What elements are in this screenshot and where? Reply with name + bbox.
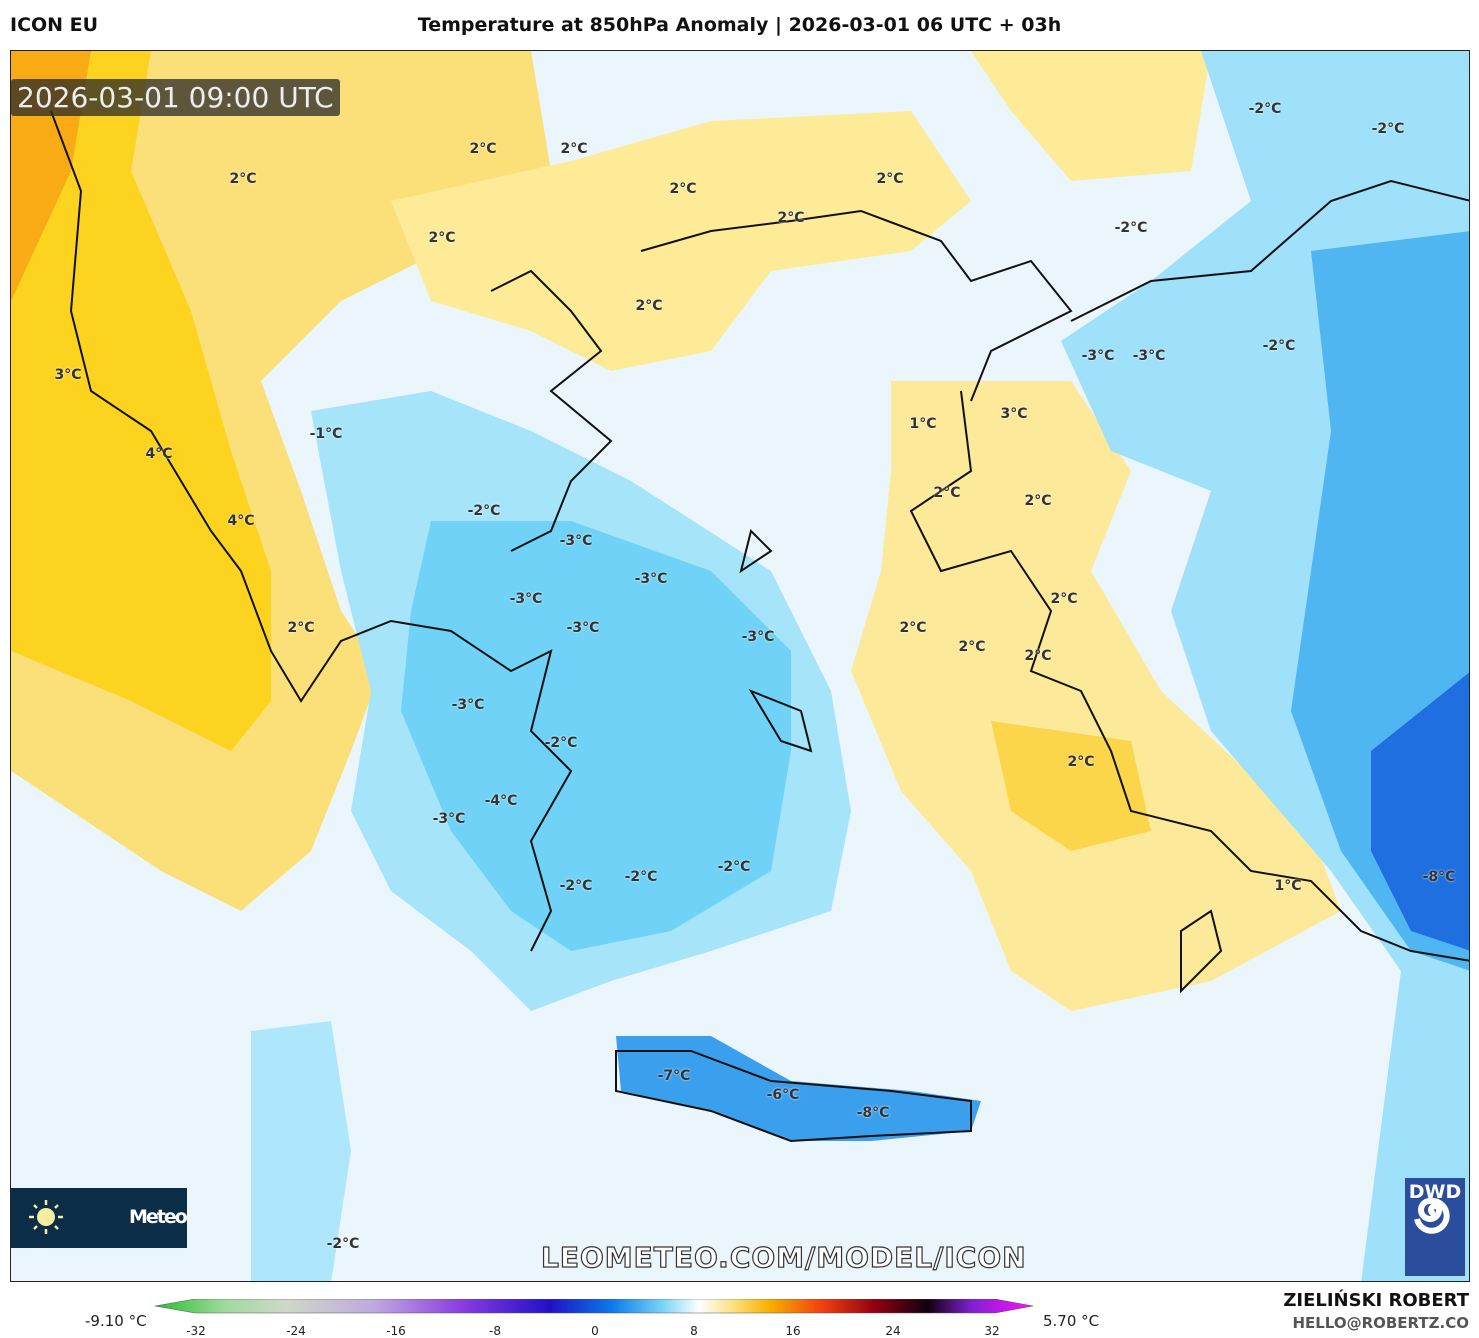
- coastlines: [50, 110, 1469, 1143]
- contour-label: 2°C: [1067, 754, 1095, 770]
- contour-label: 2°C: [287, 620, 315, 636]
- dwd-logo: DWD: [1405, 1178, 1465, 1276]
- contour-label: 2°C: [777, 210, 805, 226]
- contour-label: 2°C: [229, 171, 257, 187]
- contour-label: -2°C: [1262, 338, 1296, 354]
- contour-label: 2°C: [560, 141, 588, 157]
- dwd-logo-text: DWD: [1408, 1181, 1462, 1203]
- warm-region-anatolia: [851, 381, 1341, 1011]
- contour-label: -7°C: [657, 1068, 691, 1084]
- contour-label: -2°C: [326, 1236, 360, 1252]
- contour-label: -8°C: [856, 1105, 890, 1121]
- contour-label: 2°C: [669, 181, 697, 197]
- contour-label: -3°C: [1132, 348, 1166, 364]
- weather-map: 2026-03-01 09:00 UTC 2°C 2°C 2°C 2°C 2°C…: [10, 50, 1470, 1282]
- colorbar-tick: 32: [984, 1324, 1000, 1338]
- contour-label: 2°C: [428, 230, 456, 246]
- contour-label: -3°C: [634, 571, 668, 587]
- contour-label: -2°C: [1114, 220, 1148, 236]
- cool-region-south: [251, 1021, 351, 1281]
- contour-label: -1°C: [309, 426, 343, 442]
- contour-label: -3°C: [451, 697, 485, 713]
- contour-label: 2°C: [876, 171, 904, 187]
- colorbar-tick: 0: [591, 1324, 599, 1338]
- warm-region-north-east: [971, 51, 1211, 181]
- colorbar-min-label: -9.10 °C: [85, 1312, 147, 1330]
- contour-label: -2°C: [1371, 121, 1405, 137]
- contour-label: 1°C: [1274, 878, 1302, 894]
- contour-label: 2°C: [1024, 493, 1052, 509]
- contour-label: -8°C: [1422, 869, 1456, 885]
- contour-label: -2°C: [559, 878, 593, 894]
- colorbar: [155, 1299, 1034, 1314]
- contour-label: -2°C: [624, 869, 658, 885]
- warm-core-west: [11, 51, 271, 751]
- warm-region-north: [391, 111, 971, 371]
- colorbar-tick: 24: [885, 1324, 901, 1338]
- cold-region-central: [401, 521, 791, 951]
- contour-label: -2°C: [717, 859, 751, 875]
- author-credit: ZIELIŃSKI ROBERT: [1283, 1290, 1469, 1311]
- contour-label: -4°C: [484, 793, 518, 809]
- contour-label: -3°C: [509, 591, 543, 607]
- contour-label: -6°C: [766, 1087, 800, 1103]
- contour-label: 3°C: [54, 367, 82, 383]
- anomaly-field: [11, 51, 1469, 1281]
- colorbar-max-label: 5.70 °C: [1043, 1312, 1100, 1330]
- contour-label: 3°C: [1000, 406, 1028, 422]
- contour-label: -3°C: [1081, 348, 1115, 364]
- contour-label: 4°C: [145, 446, 173, 462]
- author-email[interactable]: HELLO@ROBERTZ.CO: [1292, 1314, 1469, 1332]
- contour-label: -2°C: [1248, 101, 1282, 117]
- colorbar-tick: 16: [785, 1324, 801, 1338]
- contour-label: -3°C: [741, 629, 775, 645]
- colorbar-tick: -8: [489, 1324, 501, 1338]
- contour-label: 1°C: [909, 416, 937, 432]
- contour-label: 2°C: [933, 485, 961, 501]
- contour-label: -3°C: [432, 811, 466, 827]
- colorbar-tick: -16: [386, 1324, 406, 1338]
- contour-label: 4°C: [227, 513, 255, 529]
- contour-label: 2°C: [635, 298, 663, 314]
- chart-title: Temperature at 850hPa Anomaly | 2026-03-…: [417, 14, 1062, 36]
- model-name: ICON EU: [10, 14, 99, 36]
- watermark-url: LEOMETEO.COM/MODEL/ICON: [540, 1240, 1027, 1274]
- brand-text: Meteo: [129, 1206, 188, 1228]
- sun-icon: [29, 1200, 63, 1234]
- valid-time-badge: 2026-03-01 09:00 UTC: [11, 79, 340, 116]
- contour-label: 2°C: [1050, 591, 1078, 607]
- colorbar-tick: 8: [690, 1324, 698, 1338]
- contour-label: 2°C: [1024, 648, 1052, 664]
- crete-cold: [616, 1036, 981, 1141]
- contour-label: 2°C: [958, 639, 986, 655]
- cold-core-east: [1371, 672, 1469, 951]
- contour-label: 2°C: [469, 141, 497, 157]
- contour-label: -2°C: [467, 503, 501, 519]
- contour-label: 2°C: [899, 620, 927, 636]
- spiral-icon: [1414, 1197, 1450, 1234]
- brand-logo: Meteo: [11, 1188, 188, 1248]
- colorbar-tick: -32: [186, 1324, 206, 1338]
- contour-label: -3°C: [559, 533, 593, 549]
- contour-label: -2°C: [544, 735, 578, 751]
- contour-label: -3°C: [566, 620, 600, 636]
- colorbar-tick: -24: [286, 1324, 306, 1338]
